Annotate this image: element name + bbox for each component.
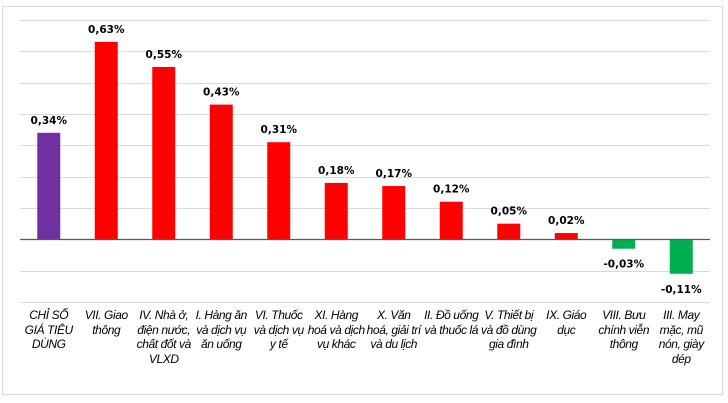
bar bbox=[94, 41, 118, 240]
category-label: VI. Thuốc và dịch vụ y tế bbox=[253, 308, 304, 351]
data-label: -0,11% bbox=[661, 284, 702, 296]
data-label: 0,34% bbox=[31, 115, 68, 127]
chart-frame bbox=[2, 6, 723, 395]
bar bbox=[37, 132, 61, 240]
data-label: 0,02% bbox=[548, 215, 585, 227]
bar bbox=[267, 142, 291, 240]
bar bbox=[209, 104, 233, 240]
data-label: 0,12% bbox=[433, 184, 470, 196]
data-label: 0,63% bbox=[88, 24, 125, 36]
bar bbox=[497, 223, 521, 240]
data-label: 0,31% bbox=[261, 124, 298, 136]
category-label: X. Văn hoá, giải trí và du lịch bbox=[366, 308, 422, 351]
data-label: 0,55% bbox=[146, 49, 183, 61]
bar bbox=[324, 182, 348, 240]
bar bbox=[382, 186, 406, 240]
category-label: VII. Giao thông bbox=[84, 308, 128, 337]
data-label: 0,05% bbox=[491, 206, 528, 218]
bar bbox=[669, 239, 693, 274]
category-label: XI. Hàng hoá và dịch vụ khác bbox=[307, 308, 365, 351]
data-label: 0,43% bbox=[203, 87, 240, 99]
category-label: VIII. Bưu chính viễn thông bbox=[598, 308, 650, 351]
category-label: V. Thiết bị và đồ dùng gia đình bbox=[481, 308, 537, 351]
category-label: IX. Giáo dục bbox=[546, 308, 587, 337]
category-label: II. Đồ uống và thuốc lá bbox=[424, 308, 479, 337]
category-label: III. May mặc, mũ nón, giày dép bbox=[658, 308, 705, 366]
category-label: CHỈ SỐ GIÁ TIÊU DÙNG bbox=[24, 308, 74, 351]
category-label: I. Hàng ăn và dịch vụ ăn uống bbox=[195, 308, 248, 351]
bar bbox=[152, 67, 176, 240]
category-label: IV. Nhà ở, điện nước, chất đốt và VLXD bbox=[136, 308, 192, 366]
bar bbox=[554, 233, 578, 240]
bar bbox=[439, 201, 463, 240]
bar bbox=[612, 239, 636, 249]
data-label: 0,17% bbox=[376, 168, 413, 180]
data-label: 0,18% bbox=[318, 165, 355, 177]
data-label: -0,03% bbox=[603, 259, 644, 271]
